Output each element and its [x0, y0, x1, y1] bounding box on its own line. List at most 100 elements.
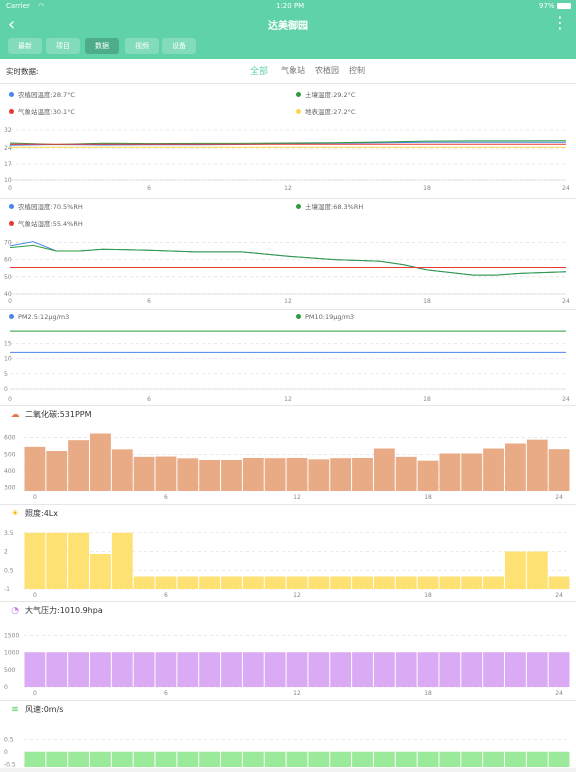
y-tick-label: 1500 [4, 632, 19, 639]
filter-control[interactable]: 控制 [349, 66, 365, 75]
bar [111, 532, 133, 589]
co2-header: ☁ 二氧化碳:531PPM [10, 410, 92, 420]
x-tick-label: 12 [284, 396, 292, 403]
bar [330, 751, 352, 767]
co2-bar-chart: 300 400 500 600 0 6 12 18 24 [4, 433, 570, 501]
legend-station-humidity: 气象站湿度:55.4%RH [9, 218, 83, 228]
legend-pm25: PM2.5:12μg/m3 [9, 313, 69, 321]
bar [308, 751, 330, 767]
filter-farm[interactable]: 农植园 [315, 66, 339, 75]
legend-dot [9, 109, 14, 114]
bar [111, 751, 133, 767]
bar [177, 458, 199, 491]
y-tick-label: 300 [4, 485, 16, 492]
bar [242, 576, 264, 589]
cloud-icon: ☁ [10, 410, 20, 420]
sun-icon: ☀ [10, 509, 20, 519]
temperature-panel: 农植园温度:28.7°C 土壤温度:29.2°C 气象站温度:30.1°C 地表… [0, 84, 576, 199]
tab-projects[interactable]: 项目 [46, 38, 80, 54]
bar [155, 576, 177, 589]
bar [526, 439, 548, 491]
bar [330, 652, 352, 687]
bar [46, 451, 68, 491]
co2-panel: ☁ 二氧化碳:531PPM 300 400 500 600 0 6 12 18 24 [0, 406, 576, 505]
bar [46, 652, 68, 687]
bar [526, 652, 548, 687]
bar [199, 652, 221, 687]
bar [417, 576, 439, 589]
bar [286, 751, 308, 767]
bar [46, 751, 68, 767]
y-tick-label: 500 [4, 667, 16, 674]
humidity-line-chart: 40 50 60 70 0 6 12 18 24 [4, 239, 570, 305]
y-tick-label: 400 [4, 468, 16, 475]
legend-dot [296, 109, 301, 114]
legend-farm-temperature: 农植园温度:28.7°C [9, 89, 75, 99]
bar [286, 458, 308, 491]
bar [548, 652, 570, 687]
bar [330, 576, 352, 589]
y-tick-label: 32 [4, 127, 12, 134]
realtime-label: 实时数据: [6, 67, 39, 76]
bar [373, 576, 395, 589]
filter-all[interactable]: 全部 [250, 67, 269, 77]
particulate-line-chart: 0 5 10 15 0 6 12 18 24 [4, 330, 570, 403]
tab-video[interactable]: 视频 [125, 38, 159, 54]
bar [264, 652, 286, 687]
legend-dot [9, 92, 14, 97]
bar [221, 751, 242, 767]
x-tick-label: 24 [562, 396, 570, 403]
y-tick-label: 1000 [4, 650, 19, 657]
more-vertical-icon[interactable]: ⋮ [552, 13, 568, 32]
y-tick-label: -1 [4, 586, 10, 593]
pressure-header: ◔ 大气压力:1010.9hpa [9, 605, 103, 616]
y-tick-label: 15 [4, 340, 12, 347]
x-tick-label: 18 [424, 494, 432, 501]
bar [439, 576, 461, 589]
page-title: 达美御园 [268, 21, 308, 32]
x-tick-label: 6 [147, 185, 151, 192]
x-tick-label: 6 [164, 494, 168, 501]
pressure-panel: ◔ 大气压力:1010.9hpa 0 500 1000 1500 0 6 12 18 24 [0, 602, 576, 701]
legend-farm-humidity: 农植园湿度:70.5%RH [9, 201, 83, 211]
y-tick-label: 50 [4, 274, 12, 281]
bar [155, 751, 177, 767]
y-tick-label: 60 [4, 257, 12, 264]
bar [264, 458, 286, 491]
wifi-icon: ◠ [38, 2, 45, 10]
bar [286, 576, 308, 589]
bar [155, 456, 177, 491]
x-tick-label: 24 [562, 298, 570, 305]
filter-weather-station[interactable]: 气象站 [281, 66, 305, 75]
y-tick-label: 0.5 [4, 567, 14, 574]
y-tick-label: 2 [4, 549, 8, 556]
x-tick-label: 24 [555, 690, 563, 697]
bar [90, 751, 111, 767]
y-tick-label: 500 [4, 451, 16, 458]
x-tick-label: 12 [284, 298, 292, 305]
x-tick-label: 6 [164, 690, 168, 697]
y-tick-label: 5 [4, 371, 8, 378]
navigation-bar: ‹ 达美御园 ⋮ 最新 项目 数据 视频 设备 [0, 12, 576, 59]
wind-icon: ≋ [11, 705, 19, 715]
tab-latest[interactable]: 最新 [8, 38, 42, 54]
bar [24, 751, 46, 767]
bar [330, 458, 352, 491]
bar [221, 460, 242, 491]
bar [548, 449, 570, 491]
bar [24, 532, 46, 589]
tab-devices[interactable]: 设备 [162, 38, 196, 54]
bar [286, 652, 308, 687]
x-tick-label: 0 [33, 690, 37, 697]
x-tick-label: 0 [8, 185, 12, 192]
y-tick-label: 40 [4, 291, 12, 298]
bar [155, 652, 177, 687]
bar [68, 532, 90, 589]
bar [461, 751, 483, 767]
legend-dot [296, 92, 301, 97]
chevron-left-icon[interactable]: ‹ [8, 14, 16, 35]
x-tick-label: 12 [293, 690, 301, 697]
tab-data[interactable]: 数据 [85, 38, 119, 54]
x-tick-label: 12 [293, 494, 301, 501]
bar [504, 751, 526, 767]
